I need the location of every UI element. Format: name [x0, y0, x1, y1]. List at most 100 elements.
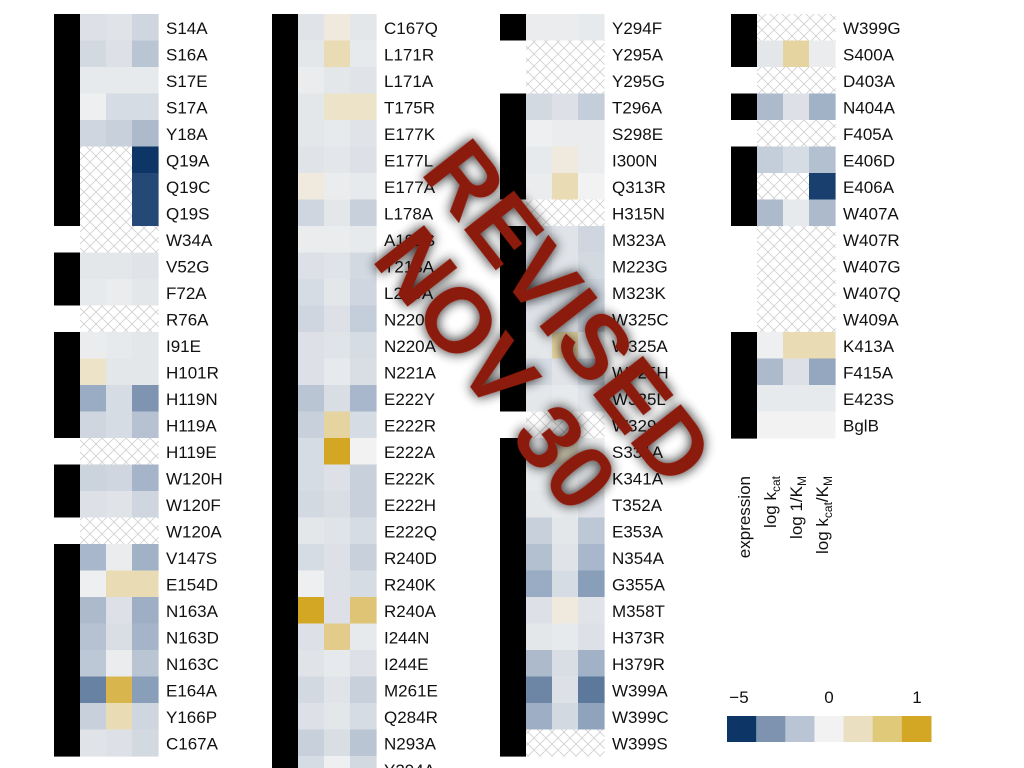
row-label: E406A — [843, 178, 895, 197]
missing-cell — [809, 67, 836, 95]
expression-cell — [500, 703, 526, 731]
value-cell-km — [552, 252, 579, 280]
value-cell-kcat — [526, 14, 553, 42]
expression-cell — [272, 120, 298, 148]
value-cell-kcat-km — [350, 40, 377, 68]
missing-cell — [578, 411, 605, 439]
value-cell-kcat — [757, 199, 784, 227]
expression-cell — [54, 146, 80, 174]
colorbar-tick-label: 0 — [824, 688, 833, 707]
expression-cell — [272, 623, 298, 651]
row-label: M261E — [384, 681, 438, 700]
value-cell-km — [324, 40, 351, 68]
value-cell-kcat — [298, 729, 325, 757]
row-label: E177L — [384, 151, 433, 170]
expression-cell — [272, 650, 298, 678]
value-cell-kcat-km — [578, 93, 605, 121]
value-cell-kcat — [526, 332, 553, 360]
value-cell-kcat — [757, 332, 784, 360]
value-cell-kcat-km — [350, 570, 377, 598]
value-cell-kcat — [298, 93, 325, 121]
value-cell-kcat-km — [132, 14, 159, 42]
missing-cell — [80, 226, 107, 254]
value-cell-kcat — [298, 120, 325, 148]
missing-cell — [106, 226, 133, 254]
value-cell-kcat-km — [578, 438, 605, 466]
missing-cell — [526, 67, 553, 95]
value-cell-kcat — [298, 385, 325, 413]
value-cell-km — [106, 385, 133, 413]
row-label: W325L — [612, 390, 666, 409]
expression-cell — [54, 703, 80, 731]
missing-cell — [578, 67, 605, 95]
missing-cell — [552, 729, 579, 757]
expression-cell — [731, 120, 757, 148]
expression-cell — [272, 332, 298, 360]
value-cell-kcat-km — [132, 120, 159, 148]
row-label: K341A — [612, 469, 664, 488]
row-label: E164A — [166, 681, 218, 700]
value-cell-kcat — [298, 199, 325, 227]
row-label: E222K — [384, 469, 436, 488]
value-cell-kcat-km — [809, 173, 836, 201]
value-cell-kcat-km — [132, 93, 159, 121]
expression-cell — [731, 279, 757, 307]
missing-cell — [552, 67, 579, 95]
value-cell-kcat-km — [132, 146, 159, 174]
value-cell-km — [106, 332, 133, 360]
row-label: N220H — [384, 310, 437, 329]
value-cell-kcat — [526, 305, 553, 333]
value-cell-kcat-km — [350, 676, 377, 704]
value-cell-kcat-km — [578, 517, 605, 545]
expression-cell — [272, 411, 298, 439]
value-cell-kcat-km — [350, 491, 377, 519]
value-cell-kcat-km — [132, 67, 159, 95]
value-cell-kcat-km — [578, 226, 605, 254]
value-cell-kcat-km — [350, 252, 377, 280]
missing-cell — [106, 517, 133, 545]
row-label: G355A — [612, 575, 666, 594]
value-cell-km — [324, 146, 351, 174]
value-cell-kcat-km — [578, 597, 605, 625]
value-cell-kcat-km — [132, 358, 159, 386]
expression-cell — [272, 305, 298, 333]
row-label: N163A — [166, 602, 219, 621]
value-cell-km — [324, 570, 351, 598]
expression-cell — [272, 173, 298, 201]
value-cell-kcat — [298, 279, 325, 307]
value-cell-km — [324, 93, 351, 121]
value-cell-kcat-km — [350, 597, 377, 625]
row-label: Q313R — [612, 178, 666, 197]
expression-cell — [500, 517, 526, 545]
value-cell-kcat — [298, 226, 325, 254]
value-cell-kcat — [80, 385, 107, 413]
expression-cell — [500, 385, 526, 413]
row-label: Y166P — [166, 708, 217, 727]
row-label: I91E — [166, 337, 201, 356]
value-cell-km — [783, 385, 810, 413]
value-cell-kcat — [526, 623, 553, 651]
value-cell-kcat-km — [578, 650, 605, 678]
expression-cell — [500, 67, 526, 95]
value-cell-kcat — [298, 146, 325, 174]
value-cell-km — [552, 279, 579, 307]
row-label: E222Y — [384, 390, 435, 409]
missing-cell — [809, 120, 836, 148]
value-cell-km — [106, 411, 133, 439]
value-cell-km — [106, 650, 133, 678]
value-cell-kcat-km — [132, 544, 159, 572]
expression-cell — [731, 199, 757, 227]
expression-cell — [54, 173, 80, 201]
row-label: W329A — [612, 416, 668, 435]
row-label: K413A — [843, 337, 895, 356]
value-cell-kcat — [298, 544, 325, 572]
expression-cell — [54, 438, 80, 466]
value-cell-kcat-km — [132, 597, 159, 625]
missing-cell — [80, 173, 107, 201]
row-label: M223G — [612, 257, 668, 276]
value-cell-kcat — [298, 650, 325, 678]
expression-cell — [500, 332, 526, 360]
expression-cell — [54, 40, 80, 68]
row-label: W399S — [612, 734, 668, 753]
value-cell-km — [552, 438, 579, 466]
